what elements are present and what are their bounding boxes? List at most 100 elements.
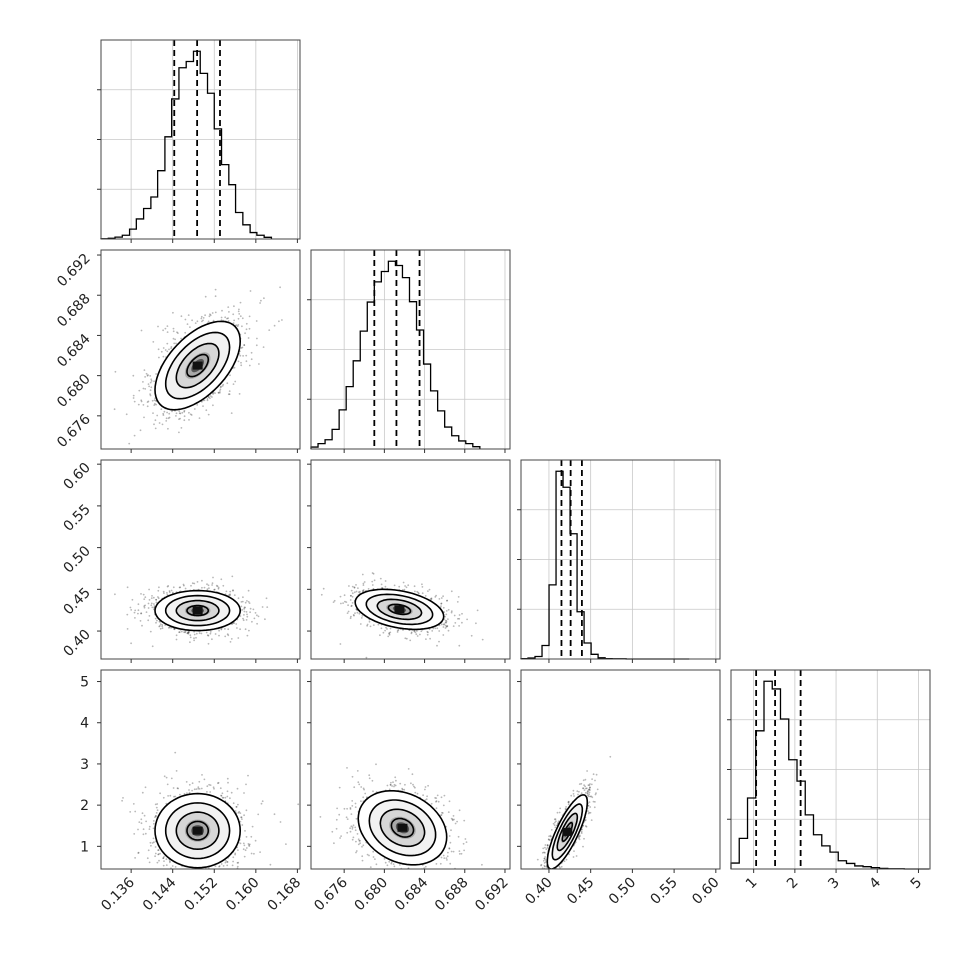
sample-point: [160, 408, 163, 411]
sample-point: [241, 600, 244, 603]
sample-point: [279, 286, 281, 289]
sample-point: [230, 638, 233, 640]
sample-point: [128, 442, 131, 445]
sample-point: [250, 358, 253, 361]
sample-point: [242, 617, 244, 620]
sample-point: [352, 614, 355, 616]
panel-2-1-frame: [310, 459, 511, 660]
sample-point: [178, 410, 181, 412]
sample-point: [384, 629, 386, 632]
sample-point: [201, 320, 203, 323]
sample-point: [339, 643, 342, 645]
sample-point: [172, 591, 174, 594]
sample-point: [224, 635, 227, 638]
sample-point: [214, 295, 217, 298]
sample-point: [266, 606, 269, 608]
sample-point: [247, 600, 250, 603]
sample-point: [183, 415, 186, 418]
sample-point: [217, 586, 220, 589]
sample-point: [157, 348, 160, 351]
sample-point: [379, 634, 381, 637]
sample-point: [373, 579, 376, 582]
sample-point: [350, 589, 353, 592]
sample-point: [189, 413, 192, 416]
sample-point: [241, 346, 244, 349]
sample-point: [237, 360, 240, 363]
sample-point: [388, 633, 391, 636]
sample-point: [211, 584, 214, 586]
sample-point: [198, 417, 201, 419]
sample-point: [175, 342, 177, 345]
sample-point: [189, 641, 191, 644]
sample-point: [242, 596, 244, 599]
sample-point: [187, 631, 190, 634]
sample-point: [158, 620, 161, 623]
sample-point: [188, 630, 191, 633]
sample-point: [154, 427, 157, 430]
sample-point: [228, 594, 230, 597]
sample-point: [229, 590, 232, 593]
sample-point: [250, 351, 253, 354]
sample-point: [466, 618, 468, 621]
sample-point: [424, 595, 427, 597]
sample-point: [214, 392, 216, 394]
sample-point: [228, 311, 230, 313]
sample-point: [256, 622, 258, 625]
sample-point: [151, 595, 153, 597]
sample-point: [166, 350, 169, 353]
sample-point: [440, 597, 443, 599]
sample-point: [196, 404, 199, 406]
sample-point: [440, 623, 443, 626]
sample-point: [396, 629, 399, 632]
sample-point: [196, 320, 199, 323]
sample-point: [150, 378, 153, 381]
sample-point: [253, 617, 256, 620]
sample-point: [179, 412, 182, 415]
sample-point: [237, 597, 240, 600]
sample-point: [413, 630, 416, 633]
sample-point: [447, 608, 450, 611]
sample-point: [386, 628, 388, 630]
sample-point: [146, 401, 149, 403]
sample-point: [171, 865, 174, 867]
sample-point: [189, 634, 192, 637]
sample-point: [153, 605, 156, 607]
sample-point: [172, 337, 175, 340]
sample-point: [219, 390, 221, 392]
sample-point: [350, 605, 353, 607]
sample-point: [172, 327, 175, 330]
sample-point: [217, 587, 220, 590]
sample-point: [349, 594, 352, 597]
sample-point: [236, 627, 238, 629]
sample-point: [388, 632, 390, 635]
sample-point: [226, 633, 229, 636]
sample-point: [438, 624, 441, 627]
sample-point: [184, 331, 187, 334]
sample-point: [221, 796, 224, 799]
sample-point: [355, 584, 357, 586]
panel-2-1-content: [320, 572, 484, 659]
sample-point: [162, 412, 165, 415]
sample-point: [222, 584, 225, 587]
sample-point: [239, 354, 242, 357]
sample-point: [114, 370, 117, 373]
sample-point: [245, 354, 248, 357]
sample-point: [231, 575, 234, 578]
sample-point: [206, 588, 209, 591]
sample-point: [196, 581, 199, 583]
sample-point: [238, 313, 241, 315]
sample-point: [201, 579, 203, 582]
sample-point: [235, 324, 238, 327]
sample-point: [358, 612, 361, 615]
sample-point: [380, 583, 383, 586]
sample-point: [237, 310, 240, 313]
sample-point: [178, 418, 180, 421]
sample-point: [389, 631, 392, 634]
sample-point: [239, 315, 242, 318]
sample-point: [239, 301, 242, 304]
sample-point: [384, 580, 387, 582]
sample-point: [140, 399, 143, 402]
sample-point: [188, 419, 190, 421]
sample-point: [427, 631, 429, 634]
sample-point: [202, 317, 205, 319]
